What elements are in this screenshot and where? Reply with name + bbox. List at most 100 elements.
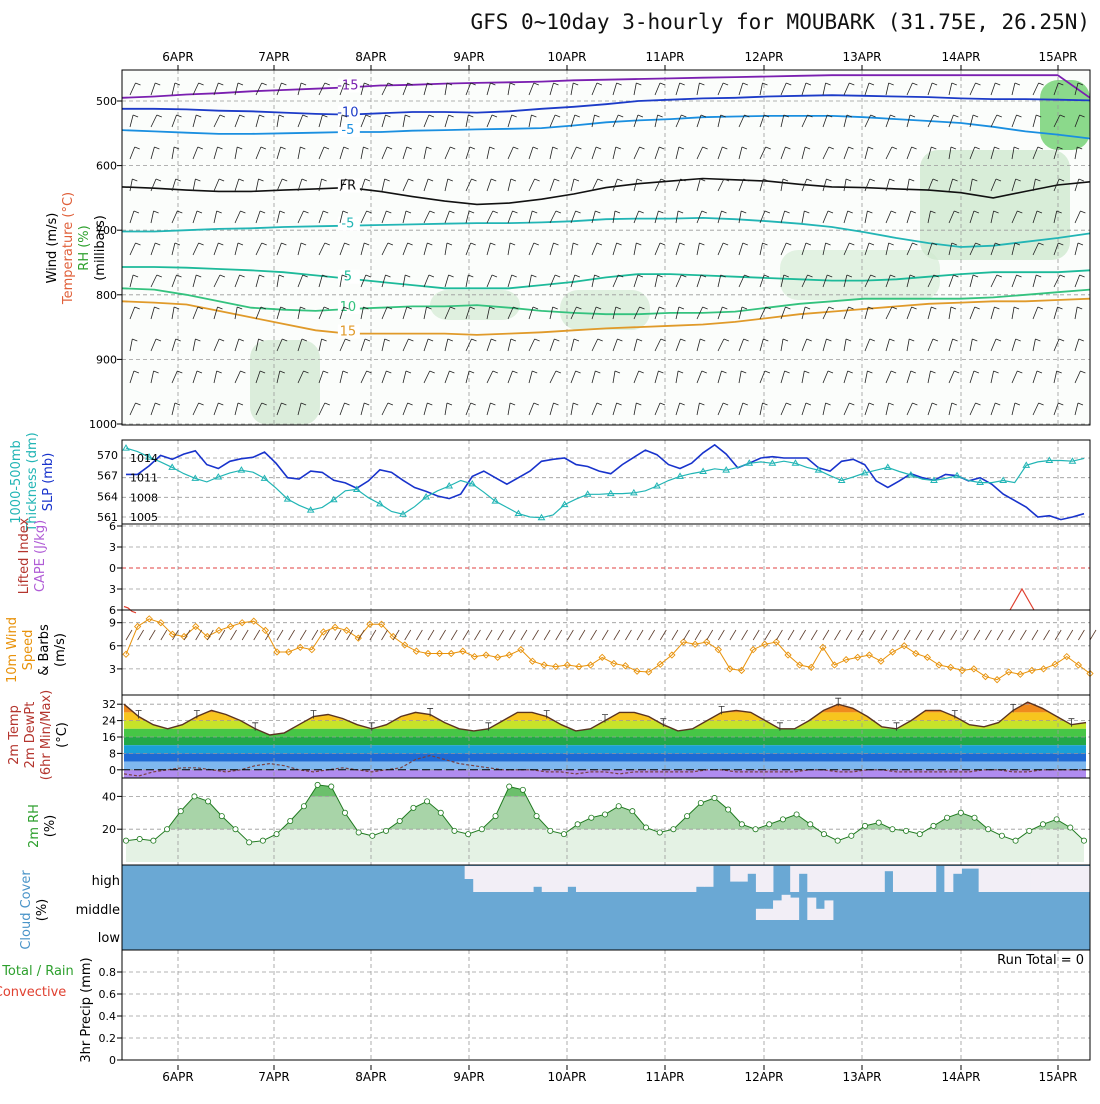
wind-barb (486, 370, 498, 384)
wind-barb (612, 306, 621, 320)
wind-barb (990, 146, 1000, 160)
wind-barb (654, 114, 663, 128)
wind-barb (297, 306, 306, 320)
wind-barb (591, 178, 603, 192)
wind-barb (255, 338, 264, 352)
wind-barb (129, 114, 139, 128)
cloud-high-clear (695, 866, 705, 887)
wind-speed-marker (540, 661, 548, 669)
wind-barb (654, 370, 664, 384)
lifted-index-tick-label: 3 (109, 583, 116, 596)
wind-barb (171, 306, 180, 320)
cloud-high-clear (576, 866, 585, 892)
precip-ylabel-text: 3hr Precip (mm) (79, 957, 94, 1062)
wind-speed-tick-label: 6 (109, 640, 116, 653)
wind-barb (864, 274, 876, 288)
wind-speed-marker (761, 640, 769, 648)
wind-barb (444, 114, 454, 128)
rh-marker (492, 813, 499, 820)
wind-barb (654, 242, 666, 256)
wind-speed-marker (877, 657, 885, 665)
surface-barb (404, 629, 412, 641)
wind-barb (570, 178, 580, 192)
wind-barb (129, 210, 140, 224)
wind-speed-marker (1016, 670, 1024, 678)
cloud-high-clear (901, 866, 911, 892)
isotherm-line (122, 94, 1091, 116)
isotherm-label-bg (337, 216, 360, 231)
rh-marker (424, 798, 431, 805)
rh-marker (711, 795, 718, 802)
wind-barb (507, 274, 517, 288)
wind-barb (318, 210, 329, 224)
wind-barb (738, 114, 750, 128)
temp2m-ylabel: 2m Temp 2m DewPt (6hr Min/Max) (°C) (7, 690, 70, 780)
rh-marker (1067, 824, 1074, 831)
wind-speed-marker (389, 632, 397, 641)
wind-barb (213, 242, 224, 256)
surface-barb (462, 629, 470, 641)
date-label: 13APR (842, 50, 881, 64)
wind-barb (528, 146, 539, 160)
cloud-high-clear (601, 866, 611, 892)
surface-barb (381, 629, 388, 641)
temp-band (124, 769, 1086, 778)
cloud-high-clear (892, 866, 902, 892)
cloud-high-clear (635, 866, 645, 892)
rh-marker (998, 832, 1005, 839)
cloud-ylabel-text: Cloud Cover (19, 870, 34, 950)
wind-barb (1032, 242, 1044, 256)
cloud-high-clear (858, 866, 868, 892)
wind-barb (1053, 178, 1065, 192)
wind-barb (843, 306, 854, 320)
wind-barb (1011, 114, 1022, 128)
surface-barb (787, 629, 795, 641)
wind-barb (948, 370, 960, 384)
wind-barb (444, 178, 453, 192)
wind-barb (696, 82, 705, 96)
cloud-high-clear (1072, 866, 1082, 892)
wind-barb (864, 114, 876, 128)
wind-barb (885, 402, 894, 416)
run-total-label: Run Total = 0 (997, 953, 1084, 968)
isotherm-line (121, 115, 1091, 140)
surface-barb (1089, 629, 1097, 641)
wind-barb (969, 242, 981, 256)
wind-barb (486, 306, 495, 320)
date-label: 9APR (453, 50, 484, 64)
wind-speed-marker (435, 649, 444, 658)
wind-barb (234, 210, 246, 224)
slp-line (126, 443, 1085, 521)
wind-barb (234, 402, 244, 416)
wind-barb (339, 306, 349, 320)
rh-marker (834, 837, 841, 844)
wind-barb (234, 178, 244, 192)
cloud-ylabel: Cloud Cover (%) (19, 870, 50, 950)
wind-speed-marker (796, 661, 804, 669)
rh-marker (1012, 837, 1019, 844)
surface-barb (543, 629, 551, 641)
wind-barb (465, 338, 477, 352)
stability-ylabel: Lifted Index CAPE (J/kg) (17, 517, 48, 594)
surface-barb (253, 629, 261, 641)
wind-barb (213, 338, 225, 352)
wind-barb (360, 370, 372, 384)
wind-barb (570, 242, 579, 256)
wind-speed-marker (122, 650, 130, 658)
cloud-high-clear (464, 866, 474, 879)
wind-barb (591, 306, 602, 320)
wind-barb (990, 402, 1001, 416)
wind-barb (927, 338, 939, 352)
surface-barb (648, 629, 655, 641)
date-label: 12APR (744, 1070, 783, 1084)
wind-barb (633, 82, 642, 96)
rh-marker (1026, 827, 1033, 834)
wind-barb (213, 178, 225, 192)
wind-barb (633, 402, 642, 416)
thickness-marker (676, 472, 684, 479)
wind-barb (927, 210, 936, 224)
wind-barb (843, 146, 854, 160)
isotherm-label: 5 (344, 270, 352, 285)
wind-speed-marker (981, 672, 990, 681)
wind-barb (276, 242, 287, 256)
